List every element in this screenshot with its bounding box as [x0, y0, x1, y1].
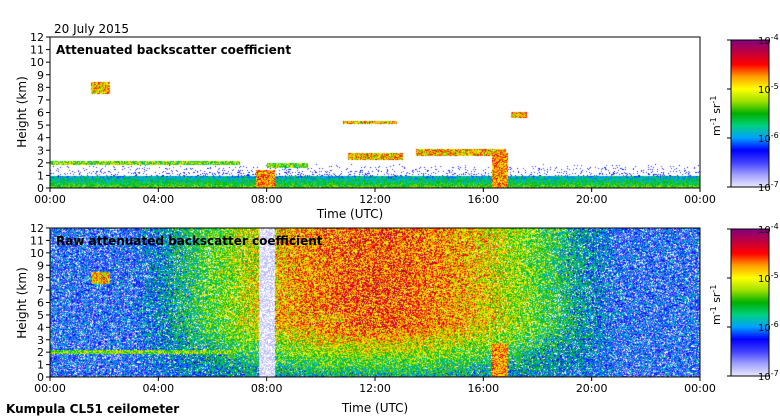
y-tick-label: 5 — [37, 119, 44, 132]
y-tick-label: 10 — [30, 56, 44, 69]
footer-label: Kumpula CL51 ceilometer — [6, 402, 179, 416]
panel-2-title: Raw attenuated backscatter coefficient — [56, 234, 323, 248]
colorbar-tick-label: 10-5 — [758, 271, 779, 285]
y-tick-label: 9 — [37, 259, 44, 272]
y-tick-label: 5 — [37, 309, 44, 322]
y-tick-label: 4 — [37, 132, 44, 145]
y-tick-label: 11 — [30, 44, 44, 57]
y-tick-label: 8 — [37, 81, 44, 94]
y-tick-label: 2 — [37, 157, 44, 170]
x-tick-label: 12:00 — [359, 382, 391, 395]
x-tick-label: 00:00 — [34, 193, 66, 206]
y-tick-label: 1 — [37, 169, 44, 182]
x-axis-label-1: Time (UTC) — [316, 207, 383, 221]
colorbar-1-label: m-1 sr-1 — [709, 96, 723, 136]
x-tick-label: 00:00 — [684, 382, 716, 395]
y-axis-label-1: Height (km) — [15, 76, 29, 147]
colorbar-tick-label: 10-4 — [758, 33, 779, 47]
y-tick-label: 0 — [37, 182, 44, 195]
y-tick-label: 12 — [30, 31, 44, 44]
y-tick-label: 8 — [37, 272, 44, 285]
x-tick-label: 04:00 — [142, 382, 174, 395]
colorbar-tick-label: 10-5 — [758, 82, 779, 96]
y-axis-label-2: Height (km) — [15, 267, 29, 338]
colorbar-2: 10-4 10-5 10-6 10-7 m-1 sr-1 — [709, 222, 779, 383]
y-tick-label: 9 — [37, 69, 44, 82]
y-tick-label: 11 — [30, 234, 44, 247]
colorbar-tick-label: 10-6 — [758, 320, 779, 334]
y-tick-label: 3 — [37, 144, 44, 157]
heatmap-2-canvas — [50, 228, 700, 377]
x-tick-label: 08:00 — [251, 382, 283, 395]
y-tick-label: 0 — [37, 371, 44, 384]
x-tick-label: 20:00 — [576, 193, 608, 206]
x-tick-label: 20:00 — [576, 382, 608, 395]
heatmap-1-canvas — [50, 37, 700, 188]
x-tick-label: 16:00 — [467, 193, 499, 206]
y-tick-label: 10 — [30, 247, 44, 260]
colorbar-tick-label: 10-4 — [758, 222, 779, 236]
x-tick-label: 12:00 — [359, 193, 391, 206]
colorbar-2-label: m-1 sr-1 — [709, 285, 723, 325]
y-tick-label: 6 — [37, 297, 44, 310]
date-label: 20 July 2015 — [54, 22, 129, 36]
colorbar-tick-label: 10-7 — [758, 180, 779, 194]
x-axis-label-2: Time (UTC) — [341, 401, 408, 415]
colorbar-tick-label: 10-7 — [758, 369, 779, 383]
panel-1-title: Attenuated backscatter coefficient — [56, 43, 291, 57]
x-tick-label: 00:00 — [684, 193, 716, 206]
x-tick-label: 04:00 — [142, 193, 174, 206]
panel-attenuated-backscatter: Attenuated backscatter coefficient 01234… — [15, 31, 716, 221]
y-tick-label: 3 — [37, 334, 44, 347]
y-tick-label: 12 — [30, 222, 44, 235]
panel-raw-backscatter: Raw attenuated backscatter coefficient 0… — [15, 222, 716, 415]
y-tick-label: 4 — [37, 321, 44, 334]
colorbar-1: 10-4 10-5 10-6 10-7 m-1 sr-1 — [709, 33, 779, 194]
colorbar-tick-label: 10-6 — [758, 131, 779, 145]
y-tick-label: 6 — [37, 107, 44, 120]
y-tick-label: 7 — [37, 284, 44, 297]
y-tick-label: 2 — [37, 346, 44, 359]
x-tick-label: 16:00 — [467, 382, 499, 395]
y-tick-label: 7 — [37, 94, 44, 107]
y-tick-label: 1 — [37, 359, 44, 372]
x-tick-label: 08:00 — [251, 193, 283, 206]
x-tick-label: 00:00 — [34, 382, 66, 395]
